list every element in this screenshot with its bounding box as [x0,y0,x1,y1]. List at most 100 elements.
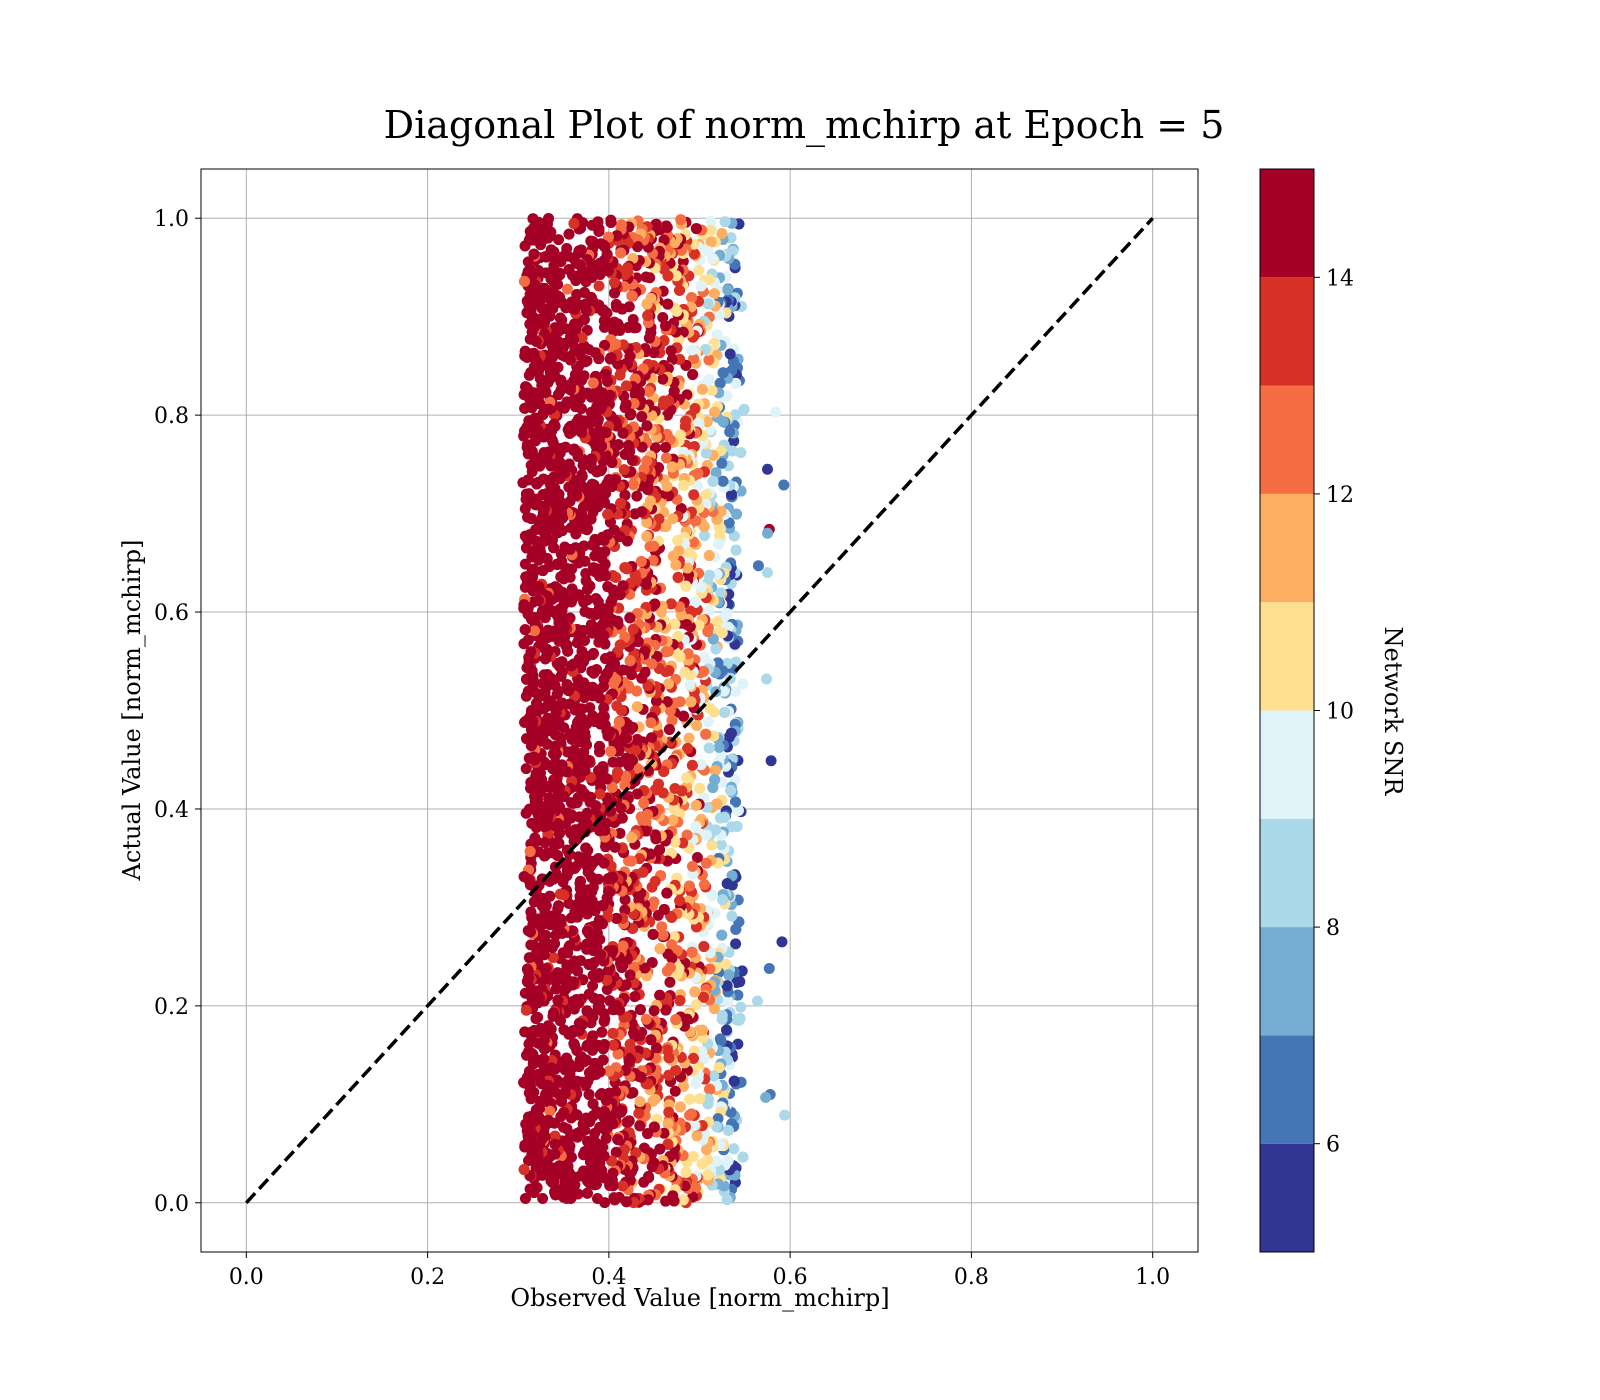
data-point [707,781,719,793]
data-point [647,928,659,940]
data-point [563,264,575,276]
data-point [555,670,567,682]
data-point [687,368,699,380]
data-point [672,534,684,546]
data-point [563,228,575,240]
data-point [702,298,714,310]
data-point [619,402,631,414]
data-point [703,605,715,617]
data-point [662,948,674,960]
data-point [719,216,731,228]
data-point [660,1195,672,1207]
data-point [696,1158,708,1170]
data-point [698,940,710,952]
data-point [696,581,708,593]
data-point [581,925,593,937]
data-point [617,1180,629,1192]
data-point [707,475,719,487]
data-point [685,696,697,708]
data-point [549,1138,561,1150]
data-point [708,1070,720,1082]
data-point [547,1010,559,1022]
data-point [561,283,573,295]
data-point [736,965,748,977]
data-point [645,1034,657,1046]
data-point [721,1024,733,1036]
data-point [634,1004,646,1016]
data-point [690,799,702,811]
data-point [643,385,655,397]
data-point [726,445,738,457]
data-point [605,745,617,757]
data-point [619,448,631,460]
data-point [730,923,742,935]
data-point [731,1014,743,1026]
data-point [681,772,693,784]
data-point [624,1038,636,1050]
data-point [641,420,653,432]
data-point [714,530,726,542]
data-point [717,894,729,906]
data-point [710,643,722,655]
data-point [657,311,669,323]
data-point [691,1130,703,1142]
data-point [710,467,722,479]
data-point [607,756,619,768]
data-point [654,844,666,856]
data-point [691,719,703,731]
data-point [695,280,707,292]
data-point [715,587,727,599]
data-point [713,538,725,550]
data-point [690,999,702,1011]
data-point [657,373,669,385]
data-point [679,420,691,432]
data-point [654,1143,666,1155]
data-point [674,601,686,613]
data-point [703,549,715,561]
data-point [713,1062,725,1074]
data-point [647,1095,659,1107]
data-point [604,995,616,1007]
data-point [724,426,736,438]
data-point [598,315,610,327]
data-point [681,562,693,574]
data-point [700,857,712,869]
data-point [664,705,676,717]
data-point [716,929,728,941]
data-point [738,403,750,415]
data-point [577,1149,589,1161]
data-point [586,219,598,231]
data-point [626,290,638,302]
data-point [649,829,661,841]
data-point [624,969,636,981]
scatter-points [517,212,791,1209]
data-point [695,759,707,771]
data-point [674,284,686,296]
data-point [677,1194,689,1206]
data-point [693,619,705,631]
data-point [646,881,658,893]
data-point [646,410,658,422]
data-point [719,958,731,970]
data-point [656,921,668,933]
data-point [568,1038,580,1050]
data-point [631,701,643,713]
data-point [730,796,742,808]
data-point [690,223,702,235]
data-point [599,653,611,665]
data-point [580,567,592,579]
data-point [658,766,670,778]
data-point [631,490,643,502]
data-point [655,606,667,618]
data-point [665,345,677,357]
data-point [732,805,744,817]
data-point [686,860,698,872]
data-point [645,732,657,744]
data-point [713,626,725,638]
data-point [659,320,671,332]
data-point [700,489,712,501]
data-point [678,479,690,491]
data-point [665,598,677,610]
data-point [683,880,695,892]
